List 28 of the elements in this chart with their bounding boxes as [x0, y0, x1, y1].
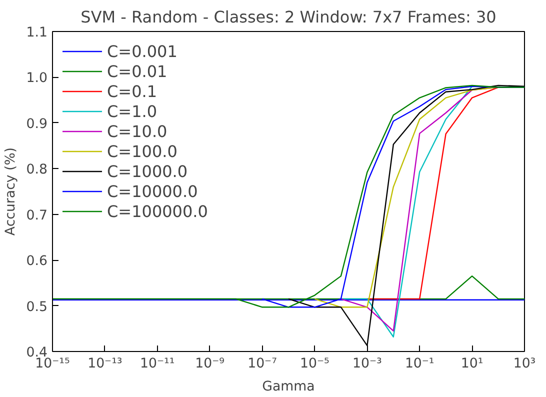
y-tick-label: 0.9	[26, 116, 48, 132]
legend-label: C=1000.0	[107, 161, 188, 181]
legend-label: C=100000.0	[107, 201, 208, 221]
legend-label: C=0.001	[107, 41, 178, 61]
x-tick-label: 10⁻¹	[404, 356, 434, 372]
x-tick-label: 10³	[513, 356, 536, 372]
chart-title: SVM - Random - Classes: 2 Window: 7x7 Frames: 30	[80, 8, 496, 26]
x-tick-label: 10⁻¹¹	[140, 356, 175, 372]
legend-label: C=1.0	[107, 101, 158, 121]
y-axis-title: Accuracy (%)	[3, 147, 18, 236]
y-tick-label: 0.6	[26, 254, 48, 270]
y-tick-label: 0.8	[26, 162, 48, 178]
x-tick-label: 10⁻¹³	[88, 356, 122, 372]
x-axis-title: Gamma	[262, 380, 315, 394]
y-tick-label: 1.1	[26, 26, 48, 40]
x-tick-label: 10¹	[460, 356, 484, 372]
legend-label: C=10000.0	[107, 181, 198, 201]
x-tick-label: 10⁻⁹	[195, 356, 225, 372]
legend-label: C=0.01	[107, 61, 168, 81]
legend-label: C=0.1	[107, 81, 158, 101]
y-tick-label: 0.7	[26, 208, 48, 224]
y-tick-label: 0.5	[26, 300, 48, 315]
legend-label: C=100.0	[107, 141, 178, 161]
y-tick-label: 1.0	[26, 71, 48, 86]
x-tick-label: 10⁻⁵	[300, 356, 330, 372]
x-tick-label: 10⁻⁷	[248, 356, 277, 372]
x-tick-label: 10⁻³	[352, 356, 382, 372]
legend-label: C=10.0	[107, 121, 168, 141]
